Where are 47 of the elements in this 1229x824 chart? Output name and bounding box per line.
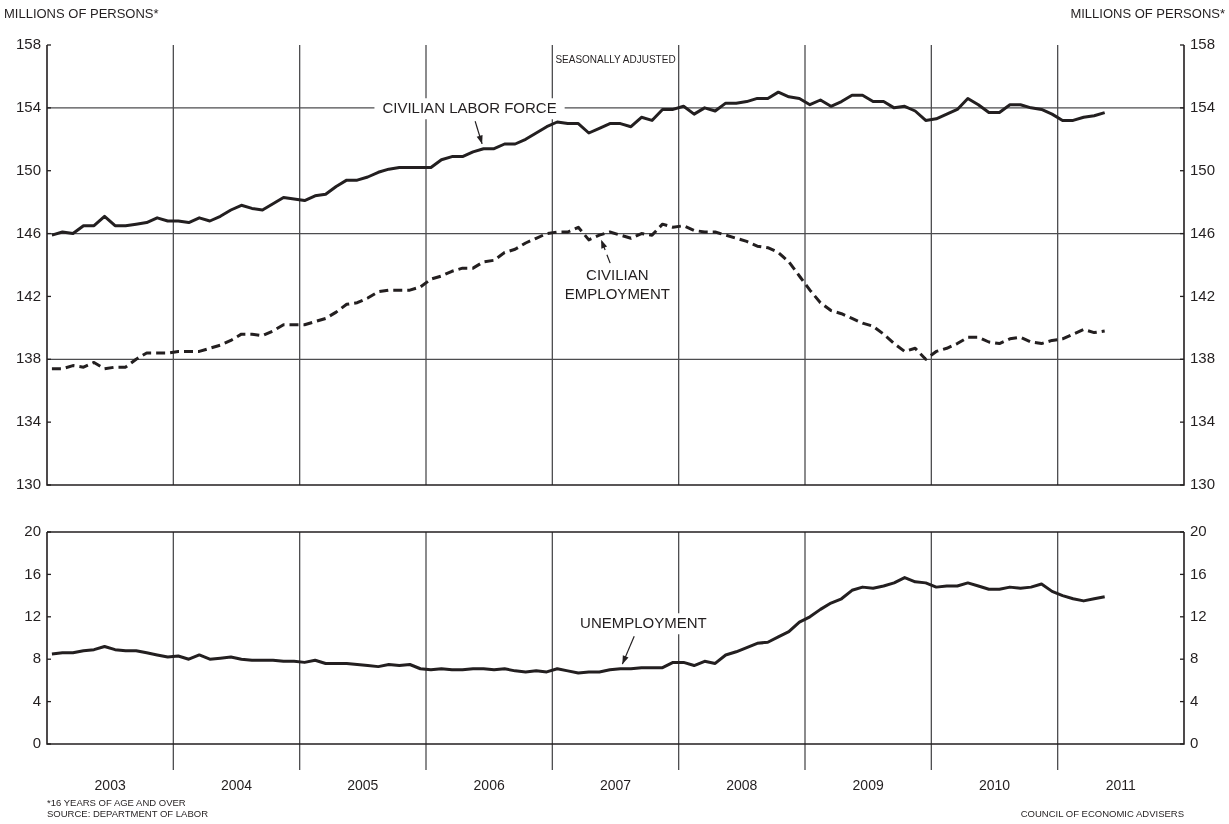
y2-tick-label: 130 [1190,475,1216,493]
y-tick-label: 134 [15,412,41,430]
y-tick-label: 130 [15,475,41,493]
y2-tick-label: 142 [1190,286,1216,304]
x-tick-label: 2009 [852,777,884,794]
y-tick-label: 154 [15,98,41,115]
x-tick-label: 2007 [599,777,632,794]
y-tick-label: 138 [15,349,41,367]
x-tick-label: 2010 [978,777,1011,794]
y-tick-label: 20 [24,522,41,540]
text: UNEMPLOYMENT [580,613,707,631]
y-tick-label: 142 [15,286,41,304]
line-series [50,222,1107,371]
y2-tick-label: 150 [1190,160,1216,178]
y2-tick-label: 0 [1190,734,1199,752]
series-label: CIVILIAN LABOR FORCE [382,98,557,116]
y2-tick-label: 138 [1190,349,1216,367]
y2-tick-label: 158 [1190,35,1216,53]
y2-tick-label: 20 [1190,522,1207,540]
y-tick-label: 158 [15,35,41,53]
y2-tick-label: 12 [1190,606,1207,624]
y2-tick-label: 16 [1190,564,1207,582]
y2-tick-label: 154 [1190,98,1216,115]
legend-label: CIVILIAN EMPLOYMENT [564,265,670,302]
y-tick-label: 12 [24,606,41,624]
text: SEASONALLY ADJUSTED [555,53,676,65]
x-tick-label: 2006 [473,777,505,794]
y-tick-label: 146 [15,223,41,241]
x-tick-label: 2008 [726,777,758,794]
y2-tick-label: 146 [1190,223,1216,241]
y-tick-label: 8 [32,649,41,667]
y-tick-label: 4 [32,691,41,709]
y2-tick-label: 134 [1190,412,1216,430]
y-tick-label: 150 [15,160,41,178]
y-tick-label: 16 [24,564,41,582]
y2-tick-label: 8 [1190,649,1199,667]
x-tick-label: 2003 [94,777,126,794]
y2-tick-label: 4 [1190,691,1199,709]
y-tick-label: 0 [32,734,41,752]
text: *16 YEARS OF AGE AND OVER [47,797,187,808]
x-tick-label: 2004 [220,777,253,794]
source-note: SOURCE: DEPARTMENT OF LABOR [47,808,208,819]
x-tick-label: 2011 [1105,777,1137,794]
text: COUNCIL OF ECONOMIC ADVISERS [1020,808,1184,819]
y-axis-title: MILLIONS OF PERSONS* [4,6,159,21]
x-tick-label: 2005 [347,777,379,794]
y2-axis-title: MILLIONS OF PERSONS* [1070,6,1225,21]
